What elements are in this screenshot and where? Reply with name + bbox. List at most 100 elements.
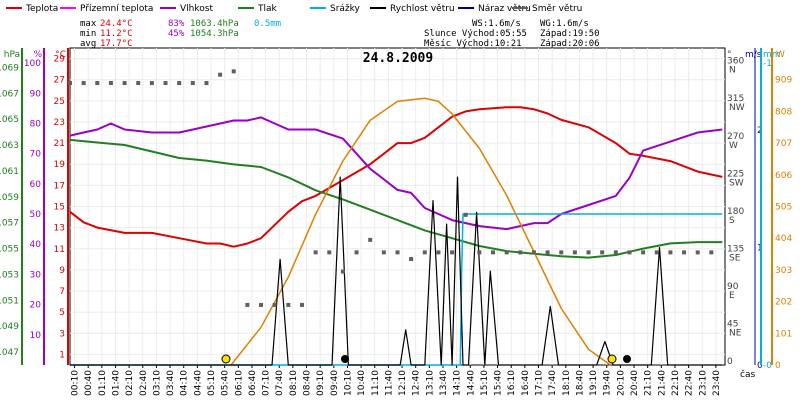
left-axis-tick: 29 [54, 55, 66, 65]
legend-label: Rychlost větru [390, 4, 455, 14]
wind-direction-point [491, 250, 496, 255]
left-axis-tick: 90 [30, 89, 42, 99]
wind-direction-point [136, 81, 141, 86]
stats-min-hum: 45% [168, 29, 185, 39]
x-tick-label: 23:10 [698, 370, 708, 396]
chart-title: 24.8.2009 [363, 51, 433, 66]
wind-direction-point [327, 250, 332, 255]
x-tick-label: 15:40 [494, 370, 504, 396]
right-axis-direction: SE [729, 253, 741, 263]
info-moon: Měsíc Východ:10:21 [424, 39, 522, 49]
right-axis-tick: 270 [727, 132, 744, 142]
left-axis-tick: 50 [30, 210, 42, 220]
left-axis-tick: 1051 [0, 296, 19, 306]
left-axis-tick: 7 [59, 287, 65, 297]
right-axis-tick: 404 [775, 234, 792, 244]
right-axis-direction: SW [729, 178, 744, 188]
right-axis-unit: m/s [745, 50, 762, 60]
info-ws: WS:1.6m/s [472, 19, 521, 29]
wind-direction-point [613, 250, 618, 255]
wind-direction-point [177, 81, 182, 86]
left-axis-tick: 27 [54, 76, 65, 86]
series-line [70, 176, 723, 366]
right-axis-tick: 225 [727, 169, 744, 179]
info-wg: WG:1.6m/s [540, 19, 589, 29]
right-axis-direction: N [729, 66, 736, 76]
left-axis-tick: 1047 [0, 348, 19, 358]
x-tick-label: 20:10 [616, 370, 626, 396]
wind-direction-point [190, 81, 195, 86]
wind-direction-point [231, 69, 236, 74]
wind-direction-point [245, 302, 250, 307]
x-tick-label: 03:40 [166, 370, 176, 396]
x-axis: 00:10 00:40 01:10 01:40 02:10 02:40 03:10 03:40… [71, 365, 722, 396]
right-axis-tick: 45 [727, 319, 738, 329]
right-axis-tick: 180 [727, 207, 744, 217]
x-tick-label: 19:10 [589, 370, 599, 396]
wind-direction-point [545, 250, 550, 255]
right-axis-tick: 909 [775, 76, 792, 86]
left-axis-tick: 100 [24, 59, 41, 69]
wind-direction-point [641, 250, 646, 255]
wind-direction-point [586, 250, 591, 255]
x-tick-label: 03:10 [152, 370, 162, 396]
x-tick-label: 06:40 [248, 370, 258, 396]
stats-max-temp: 24.4°C [100, 19, 133, 29]
wind-direction-point [122, 81, 127, 86]
legend-label: Teplota [25, 4, 58, 14]
left-axis-tick: 13 [54, 224, 65, 234]
moonset-icon [623, 355, 631, 363]
wind-direction-point [477, 250, 482, 255]
x-tick-label: 21:40 [657, 370, 667, 396]
legend: Teplota Přízemní teplota Vlhkost Tlak Srážky… [6, 4, 582, 14]
right-axis-direction: W [729, 141, 738, 151]
series-line [230, 97, 611, 366]
wind-direction-point [518, 250, 523, 255]
wind-direction-point [272, 302, 277, 307]
x-tick-label: 10:40 [357, 370, 367, 396]
x-tick-label: 10:10 [343, 370, 353, 396]
left-axis-tick: 1057 [0, 219, 19, 229]
legend-label: Srážky [330, 4, 361, 14]
stats-max-hum: 83% [168, 19, 185, 29]
wind-direction-point [81, 81, 86, 86]
right-axis-direction: NE [729, 328, 742, 338]
x-tick-label: 08:40 [303, 370, 313, 396]
x-tick-label: 09:10 [316, 370, 326, 396]
left-axis-tick: 80 [30, 119, 42, 129]
wind-direction-point [218, 72, 223, 77]
x-tick-label: 18:10 [562, 370, 572, 396]
right-axis-tick: 707 [775, 139, 792, 149]
right-axis-unit: ° [727, 50, 732, 60]
wind-direction-point [695, 250, 700, 255]
series-line [69, 138, 723, 259]
right-axis-tick: 606 [775, 171, 792, 181]
right-axis-tick: -1 [763, 59, 772, 69]
x-tick-label: 12:40 [412, 370, 422, 396]
right-axis-unit: W [776, 50, 785, 60]
right-axis-tick: 2 [757, 126, 763, 136]
legend-label: Tlak [257, 4, 278, 14]
wind-direction-point [682, 250, 687, 255]
sunset-icon [607, 354, 617, 364]
left-axis-unit: hPa [4, 50, 20, 60]
legend-label: Vlhkost [180, 4, 213, 14]
right-axes: °045NE90E135SE180S225SW270W315NW360Nm/s0… [727, 48, 792, 371]
wind-direction-point [504, 250, 509, 255]
wind-direction-point [531, 250, 536, 255]
x-tick-label: 18:40 [575, 370, 585, 396]
x-tick-label: 22:40 [685, 370, 695, 396]
x-tick-label: 05:10 [207, 370, 217, 396]
stats-avg-temp: 17.7°C [100, 39, 133, 49]
wind-direction-point [286, 302, 291, 307]
series-layer [68, 69, 723, 366]
series-line [69, 116, 723, 231]
right-axis-tick: 505 [775, 203, 792, 213]
x-tick-label: 14:40 [466, 370, 476, 396]
wind-direction-point [627, 250, 632, 255]
stats-max-press: 1063.4hPa [190, 19, 239, 29]
left-axis-tick: 1 [59, 350, 65, 360]
stats-avg-label: avg [80, 39, 96, 49]
legend-label: Náraz větru [478, 4, 531, 14]
right-axis-tick: 135 [727, 244, 744, 254]
